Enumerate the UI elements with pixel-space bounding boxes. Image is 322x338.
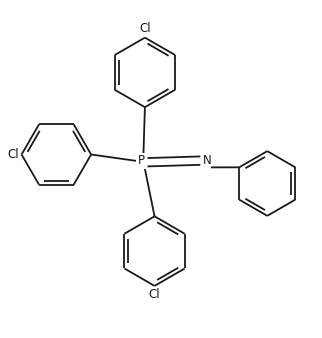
Text: Cl: Cl (149, 288, 160, 301)
Text: P: P (138, 154, 145, 167)
Text: Cl: Cl (7, 148, 19, 161)
Text: N: N (203, 154, 212, 167)
Text: Cl: Cl (139, 22, 151, 35)
